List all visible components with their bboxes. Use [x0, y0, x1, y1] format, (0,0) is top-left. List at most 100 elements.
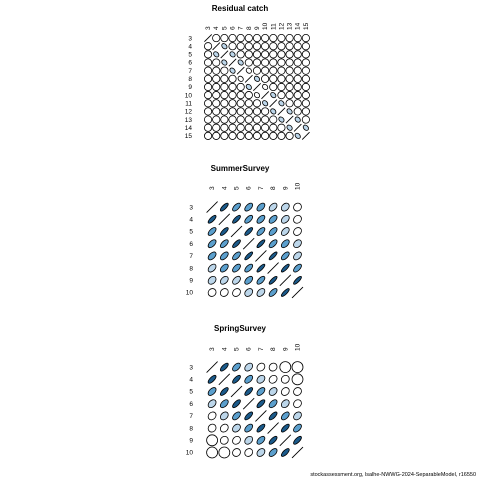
diagonal-mark [277, 107, 286, 116]
correlation-ellipse [207, 288, 217, 297]
correlation-ellipse [236, 131, 245, 140]
correlation-ellipse [293, 74, 302, 83]
correlation-ellipse [207, 251, 217, 261]
correlation-ellipse [277, 50, 286, 59]
correlation-ellipse [277, 34, 286, 43]
correlation-ellipse [212, 74, 221, 83]
correlation-ellipse [244, 91, 253, 100]
correlation-ellipse [261, 123, 270, 132]
correlation-ellipse [256, 435, 266, 445]
correlation-ellipse [212, 131, 221, 140]
column-tick-label: 5 [234, 347, 241, 351]
correlation-ellipse [268, 435, 278, 445]
correlation-ellipse [293, 107, 302, 116]
correlation-ellipse [261, 58, 270, 67]
diagonal-mark [291, 446, 304, 459]
column-tick-label: 14 [295, 22, 302, 30]
correlation-ellipse [220, 91, 229, 100]
correlation-ellipse [280, 202, 290, 212]
correlation-ellipse [244, 42, 253, 51]
correlation-ellipse [228, 74, 237, 83]
correlation-ellipse [256, 362, 266, 372]
correlation-ellipse [268, 275, 278, 285]
correlation-ellipse [236, 91, 245, 100]
correlation-ellipse [261, 34, 270, 43]
correlation-ellipse [232, 275, 241, 285]
correlation-ellipse [244, 214, 254, 224]
correlation-ellipse [280, 374, 290, 384]
correlation-ellipse [293, 82, 302, 92]
correlation-ellipse [204, 107, 213, 116]
correlation-ellipse [204, 58, 213, 67]
correlation-ellipse [244, 411, 254, 421]
correlation-ellipse [236, 34, 245, 43]
correlation-ellipse [261, 42, 270, 51]
correlation-ellipse [229, 67, 236, 74]
column-tick-label: 9 [282, 186, 289, 190]
row-tick-label: 10 [185, 92, 193, 99]
column-tick-label: 3 [205, 26, 212, 30]
column-tick-label: 12 [278, 22, 285, 30]
correlation-ellipse [261, 115, 270, 124]
correlation-ellipse [220, 131, 229, 140]
correlation-ellipse [252, 34, 262, 43]
correlation-ellipse [228, 123, 237, 132]
correlation-ellipse [302, 124, 309, 131]
correlation-ellipse [277, 91, 286, 100]
correlation-ellipse [278, 116, 285, 123]
correlation-ellipse [261, 107, 270, 116]
correlation-ellipse [236, 123, 245, 132]
correlation-ellipse [244, 227, 254, 236]
correlation-ellipse [252, 115, 262, 124]
diagonal-mark [279, 434, 292, 447]
correlation-ellipse [280, 239, 290, 249]
correlation-ellipse [204, 82, 213, 92]
correlation-ellipse [280, 214, 290, 224]
correlation-ellipse [268, 399, 278, 409]
column-tick-label: 9 [254, 26, 261, 30]
correlation-ellipse [219, 362, 229, 372]
diagonal-mark [206, 361, 218, 373]
correlation-ellipse [268, 387, 278, 396]
correlation-ellipse [212, 123, 221, 132]
row-tick-label: 9 [189, 438, 193, 445]
correlation-ellipse [252, 99, 262, 108]
correlation-ellipse [204, 50, 213, 59]
column-tick-label: 3 [209, 186, 216, 190]
diagonal-mark [236, 66, 245, 75]
correlation-ellipse [212, 99, 221, 108]
correlation-ellipse [228, 99, 237, 108]
diagonal-mark [218, 373, 231, 386]
correlation-ellipse [293, 435, 302, 445]
correlation-ellipse [220, 99, 229, 108]
correlation-ellipse [206, 446, 218, 459]
row-tick-label: 4 [189, 377, 193, 384]
correlation-ellipse [293, 58, 302, 67]
correlation-ellipse [228, 42, 237, 51]
correlation-ellipse [301, 82, 310, 92]
correlation-ellipse [220, 34, 229, 43]
correlation-ellipse [212, 107, 221, 116]
row-tick-label: 10 [186, 290, 194, 297]
correlation-ellipse [280, 387, 290, 396]
correlation-ellipse [285, 91, 294, 100]
correlation-ellipse [232, 362, 241, 372]
correlation-ellipse [228, 34, 237, 43]
correlation-ellipse [244, 99, 253, 108]
diagonal-mark [301, 131, 310, 140]
correlation-ellipse [244, 251, 254, 261]
correlation-ellipse [277, 58, 286, 67]
correlation-ellipse [244, 374, 254, 384]
correlation-ellipse [285, 42, 294, 51]
correlation-ellipse [293, 263, 302, 273]
correlation-ellipse [269, 34, 278, 43]
correlation-ellipse [261, 50, 270, 59]
correlation-ellipse [293, 239, 302, 249]
correlation-ellipse [293, 202, 302, 212]
correlation-ellipse [236, 42, 245, 51]
row-tick-label: 6 [188, 60, 192, 67]
correlation-ellipse [261, 74, 270, 83]
row-tick-label: 15 [185, 133, 193, 140]
correlation-ellipse [285, 34, 294, 43]
correlation-ellipse [262, 83, 269, 91]
